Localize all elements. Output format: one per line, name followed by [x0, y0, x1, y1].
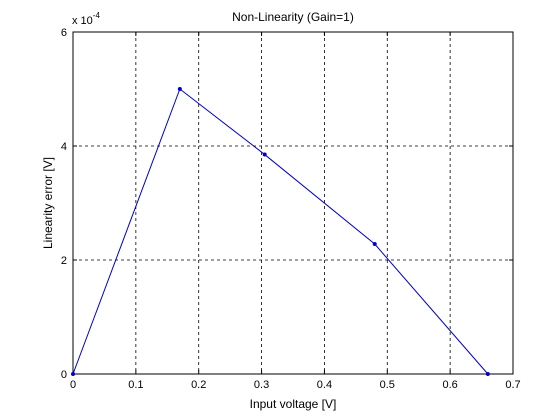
y-tick-label: 0	[61, 369, 67, 381]
y-multiplier-base: x 10	[72, 15, 93, 27]
y-tick-label: 2	[61, 255, 67, 267]
x-tick-label: 0.3	[254, 379, 269, 391]
y-axis-label: Linearity error [V]	[41, 157, 55, 249]
grid	[73, 32, 513, 374]
x-tick-label: 0.1	[128, 379, 143, 391]
x-tick-label: 0	[70, 379, 76, 391]
y-tick-label: 6	[61, 27, 67, 39]
x-tick-label: 0.2	[191, 379, 206, 391]
data-point	[177, 87, 182, 91]
data-point	[485, 372, 490, 376]
data-point	[262, 152, 267, 157]
y-tick-label: 4	[61, 141, 67, 153]
data-point	[71, 372, 75, 376]
x-tick-label: 0.6	[442, 379, 457, 391]
y-multiplier: x 10-4	[72, 11, 100, 27]
x-tick-label: 0.5	[380, 379, 395, 391]
chart-title: Non-Linearity (Gain=1)	[232, 10, 354, 24]
plot-frame	[72, 31, 514, 375]
x-axis-label: Input voltage [V]	[250, 397, 337, 411]
x-tick-label: 0.4	[317, 379, 332, 391]
x-tick-label: 0.7	[505, 379, 520, 391]
series	[71, 87, 490, 376]
data-point	[372, 242, 377, 247]
y-multiplier-exponent: -4	[93, 11, 101, 20]
ticks: 0 0.1 0.2 0.3 0.4 0.5 0.6 0.7 0 2 4 6	[61, 27, 521, 391]
